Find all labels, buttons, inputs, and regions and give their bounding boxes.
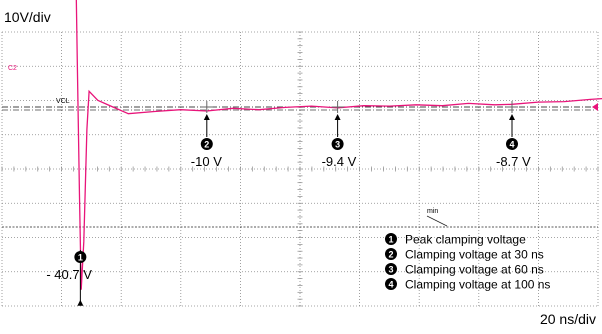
vertical-scale-label: 10V/div <box>4 9 51 25</box>
channel-label: C2 <box>8 65 17 72</box>
marker-crosshair <box>331 101 344 113</box>
marker-arrow-head <box>509 114 515 120</box>
min-leader <box>426 215 448 227</box>
marker-badge <box>331 138 344 150</box>
legend-badge-number: 2 <box>388 250 393 260</box>
marker-badge <box>74 251 87 263</box>
legend-badge-number: 4 <box>388 280 393 290</box>
marker-arrow-head <box>203 114 210 120</box>
legend-entry: Clamping voltage at 100 ns <box>405 278 550 292</box>
marker-value-label: -10 V <box>191 154 222 169</box>
vcl-threshold: VCL <box>2 98 598 111</box>
marker-crosshair <box>200 101 213 113</box>
marker-badge-number: 1 <box>78 253 83 263</box>
legend-badge <box>385 263 397 275</box>
marker-value-label: -9.4 V <box>322 154 357 169</box>
legend-badge-number: 1 <box>388 235 393 245</box>
legend-badge-number: 3 <box>388 265 393 275</box>
marker-crosshair <box>506 101 518 113</box>
legend-entry: Peak clamping voltage <box>405 233 526 247</box>
marker-value-label: - 40.7 V <box>46 267 92 282</box>
graticule <box>1 31 599 307</box>
marker-badge-number: 4 <box>509 140 514 150</box>
marker-badge-number: 2 <box>204 140 209 150</box>
legend-badge <box>385 248 397 260</box>
marker-badge <box>506 138 518 150</box>
legend-entry: Clamping voltage at 60 ns <box>405 263 544 277</box>
legend-badge <box>385 233 397 245</box>
legend-entry: Clamping voltage at 30 ns <box>405 248 544 262</box>
min-tag: min <box>426 208 448 227</box>
marker-badge-number: 3 <box>335 140 340 150</box>
legend-badge <box>385 278 397 290</box>
marker-badge <box>200 138 213 150</box>
min-label: min <box>427 208 438 215</box>
vcl-threshold-marker <box>592 103 598 111</box>
marker-arrow-head <box>334 114 341 120</box>
horizontal-scale-label: 20 ns/div <box>540 311 596 327</box>
marker-value-label: -8.7 V <box>496 154 531 169</box>
legend: 1 Peak clamping voltage 2 Clamping voltage … <box>385 233 550 292</box>
markers: 1 - 40.7 V 2 -10 V 3 -9.4 V 4 -8.7 V <box>46 101 531 306</box>
marker-arrow-head <box>77 299 84 306</box>
vcl-threshold-label: VCL <box>56 98 70 105</box>
